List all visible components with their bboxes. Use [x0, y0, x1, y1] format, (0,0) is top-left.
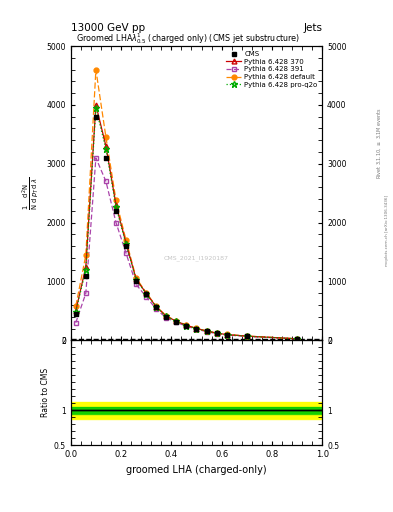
- Bar: [131, 402, 141, 419]
- Point: [93, 113, 99, 121]
- Text: mcplots.cern.ch [arXiv:1306.3436]: mcplots.cern.ch [arXiv:1306.3436]: [385, 195, 389, 266]
- Bar: [71, 402, 81, 419]
- Point: [183, 322, 189, 330]
- Point: [213, 329, 220, 337]
- Bar: [171, 402, 182, 419]
- Bar: [171, 407, 182, 414]
- Point: [83, 271, 89, 280]
- Text: CMS_2021_I1920187: CMS_2021_I1920187: [164, 255, 229, 261]
- Bar: [191, 402, 202, 419]
- Point: [294, 335, 300, 343]
- Bar: [91, 402, 101, 419]
- Bar: [121, 402, 131, 419]
- Bar: [71, 407, 322, 414]
- Bar: [71, 402, 322, 419]
- Bar: [121, 407, 131, 414]
- Bar: [202, 402, 211, 419]
- Bar: [101, 407, 111, 414]
- Bar: [151, 407, 161, 414]
- Bar: [262, 407, 322, 414]
- Point: [103, 154, 109, 162]
- Point: [143, 290, 149, 298]
- Text: 13000 GeV pp: 13000 GeV pp: [71, 23, 145, 33]
- Point: [224, 331, 230, 339]
- Text: Jets: Jets: [303, 23, 322, 33]
- Bar: [211, 402, 222, 419]
- Bar: [161, 402, 171, 419]
- Bar: [81, 407, 91, 414]
- Bar: [111, 402, 121, 419]
- Point: [244, 332, 250, 340]
- Y-axis label: $\frac{1}{\mathrm{N}}\,\frac{\mathrm{d}^2\mathrm{N}}{\mathrm{d}\,p_T\,\mathrm{d}: $\frac{1}{\mathrm{N}}\,\frac{\mathrm{d}^…: [20, 177, 41, 210]
- Bar: [262, 402, 322, 419]
- Point: [113, 207, 119, 215]
- Point: [163, 313, 169, 321]
- Bar: [211, 407, 222, 414]
- Point: [133, 278, 139, 286]
- Bar: [111, 407, 121, 414]
- Point: [153, 303, 160, 311]
- Point: [173, 317, 180, 326]
- Bar: [222, 407, 232, 414]
- Point: [204, 327, 210, 335]
- Point: [193, 325, 200, 333]
- Bar: [232, 402, 262, 419]
- Bar: [71, 407, 81, 414]
- Text: Groomed LHA$\lambda^{1}_{0.5}$ (charged only) (CMS jet substructure): Groomed LHA$\lambda^{1}_{0.5}$ (charged …: [76, 31, 300, 46]
- Legend: CMS, Pythia 6.428 370, Pythia 6.428 391, Pythia 6.428 default, Pythia 6.428 pro-: CMS, Pythia 6.428 370, Pythia 6.428 391,…: [225, 50, 319, 89]
- Bar: [161, 407, 171, 414]
- Bar: [151, 402, 161, 419]
- Bar: [202, 407, 211, 414]
- Bar: [131, 407, 141, 414]
- Bar: [141, 407, 151, 414]
- X-axis label: groomed LHA (charged-only): groomed LHA (charged-only): [126, 465, 267, 475]
- Bar: [191, 407, 202, 414]
- Text: Rivet 3.1.10, $\geq$ 3.1M events: Rivet 3.1.10, $\geq$ 3.1M events: [375, 108, 383, 179]
- Bar: [141, 402, 151, 419]
- Bar: [101, 402, 111, 419]
- Y-axis label: Ratio to CMS: Ratio to CMS: [40, 368, 50, 417]
- Point: [123, 242, 129, 250]
- Bar: [182, 407, 191, 414]
- Bar: [81, 402, 91, 419]
- Bar: [182, 402, 191, 419]
- Bar: [222, 402, 232, 419]
- Bar: [91, 407, 101, 414]
- Bar: [232, 407, 262, 414]
- Point: [73, 310, 79, 318]
